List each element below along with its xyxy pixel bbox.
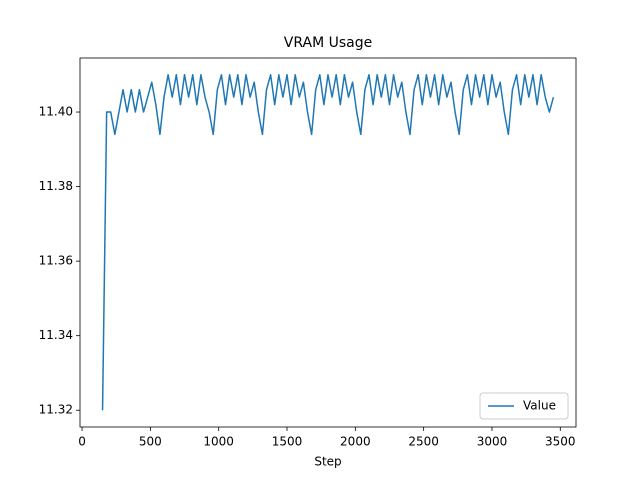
x-tick-label: 3000 [477,435,508,449]
y-tick-label: 11.34 [39,328,73,342]
x-tick-label: 3500 [545,435,576,449]
line-series [101,74,555,411]
axes-frame [79,57,577,428]
y-tick-label: 11.32 [39,403,73,417]
x-tick-label: 0 [78,435,86,449]
x-tick-label: 2000 [340,435,371,449]
x-tick-label: 1000 [203,435,234,449]
chart-title: VRAM Usage [284,35,372,51]
x-tick-label: 1500 [272,435,303,449]
x-axis-label: Step [314,455,341,469]
legend-label: Value [523,399,556,413]
legend-box [479,392,569,420]
y-tick-label: 11.40 [39,105,73,119]
x-tick-label: 2500 [408,435,439,449]
x-tick-label: 500 [139,435,162,449]
y-tick-label: 11.36 [39,254,73,268]
y-tick-label: 11.38 [39,179,73,193]
